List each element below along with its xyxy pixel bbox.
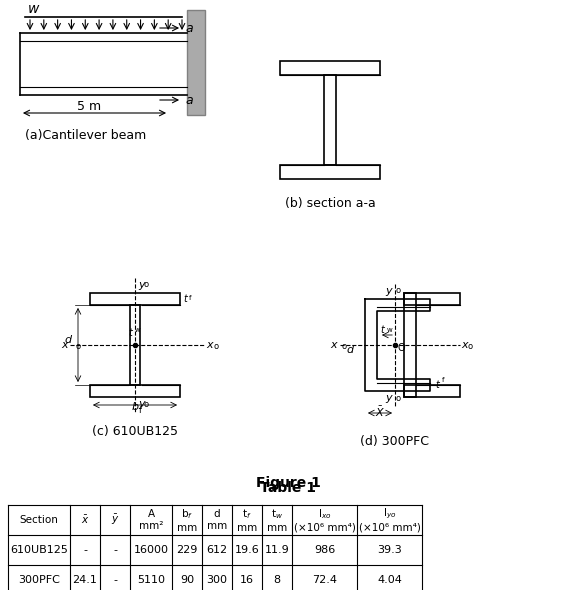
Text: o: o <box>396 286 401 295</box>
Bar <box>280 61 380 75</box>
Bar <box>324 75 336 165</box>
Text: O: O <box>398 343 406 353</box>
Text: d: d <box>65 335 72 345</box>
Text: 39.3: 39.3 <box>377 545 402 555</box>
Text: I$_{yo}$
(×10⁶ mm⁴): I$_{yo}$ (×10⁶ mm⁴) <box>358 507 421 533</box>
Text: y: y <box>138 280 145 290</box>
Text: f: f <box>189 295 192 301</box>
Text: t: t <box>183 294 187 304</box>
Text: 229: 229 <box>177 545 198 555</box>
Text: I$_{xo}$
(×10⁶ mm⁴): I$_{xo}$ (×10⁶ mm⁴) <box>294 507 355 533</box>
Text: y: y <box>385 393 392 403</box>
Text: f: f <box>442 377 444 383</box>
Text: o: o <box>342 342 347 351</box>
Text: (d) 300PFC: (d) 300PFC <box>361 434 429 447</box>
Text: t: t <box>380 325 384 335</box>
Text: (a)Cantilever beam: (a)Cantilever beam <box>25 129 146 142</box>
Text: 4.04: 4.04 <box>377 575 402 585</box>
Text: $\bar{x}$: $\bar{x}$ <box>81 514 89 526</box>
Text: 5 m: 5 m <box>77 100 102 113</box>
Text: b$_f$
mm: b$_f$ mm <box>177 507 197 533</box>
Text: y: y <box>385 286 392 296</box>
Text: o: o <box>144 400 149 409</box>
Text: a: a <box>185 93 193 107</box>
Text: w: w <box>28 2 39 16</box>
Text: x: x <box>206 340 213 350</box>
Text: o: o <box>144 280 149 289</box>
Text: 612: 612 <box>207 545 227 555</box>
Text: 19.6: 19.6 <box>235 545 260 555</box>
Text: 986: 986 <box>314 545 335 555</box>
Text: x: x <box>461 340 467 350</box>
Text: -: - <box>113 545 117 555</box>
Text: w: w <box>135 327 141 333</box>
Text: Table 1: Table 1 <box>260 481 317 495</box>
Text: t$_f$
mm: t$_f$ mm <box>237 507 257 533</box>
Text: x: x <box>61 340 68 350</box>
Text: a: a <box>185 21 193 34</box>
Text: 300PFC: 300PFC <box>18 575 60 585</box>
Text: b: b <box>132 402 138 412</box>
Text: 300: 300 <box>207 575 227 585</box>
Text: o: o <box>75 342 80 351</box>
Bar <box>187 10 205 115</box>
Text: 90: 90 <box>180 575 194 585</box>
Text: t: t <box>435 380 439 390</box>
Text: -: - <box>113 575 117 585</box>
Text: o: o <box>396 394 401 403</box>
Text: 11.9: 11.9 <box>265 545 290 555</box>
Text: 5110: 5110 <box>137 575 165 585</box>
Text: w: w <box>387 327 393 333</box>
Text: $\bar{y}$: $\bar{y}$ <box>111 513 119 527</box>
Text: -: - <box>83 545 87 555</box>
Bar <box>404 293 416 397</box>
Bar <box>90 385 180 397</box>
Text: o: o <box>213 342 218 351</box>
Text: 72.4: 72.4 <box>312 575 337 585</box>
Bar <box>404 385 460 397</box>
Text: 610UB125: 610UB125 <box>10 545 68 555</box>
Text: $\bar{X}$: $\bar{X}$ <box>375 405 385 419</box>
Text: 24.1: 24.1 <box>73 575 98 585</box>
Text: t: t <box>128 328 132 338</box>
Bar <box>90 293 180 305</box>
Text: (c) 610UB125: (c) 610UB125 <box>92 425 178 438</box>
Text: Figure 1: Figure 1 <box>256 476 321 490</box>
Text: Section: Section <box>20 515 58 525</box>
Text: d
mm: d mm <box>207 509 227 531</box>
Text: (b) section a-a: (b) section a-a <box>284 198 376 211</box>
Text: o: o <box>467 342 472 351</box>
Text: f: f <box>139 406 142 415</box>
Text: 16: 16 <box>240 575 254 585</box>
Bar <box>404 293 460 305</box>
Text: 8: 8 <box>273 575 280 585</box>
Bar <box>130 305 140 385</box>
Text: x: x <box>331 340 337 350</box>
Text: d: d <box>346 345 354 355</box>
Text: 16000: 16000 <box>133 545 168 555</box>
Text: A
mm²: A mm² <box>139 509 163 531</box>
Text: t$_w$
mm: t$_w$ mm <box>267 507 287 533</box>
Bar <box>280 165 380 179</box>
Text: y: y <box>138 399 145 409</box>
